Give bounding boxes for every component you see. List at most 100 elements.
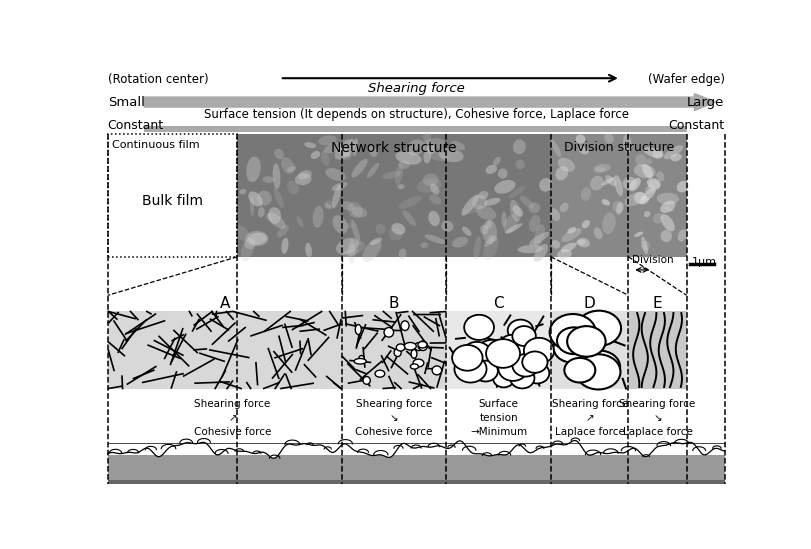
Ellipse shape xyxy=(479,225,487,234)
Ellipse shape xyxy=(646,158,652,165)
Text: Division structure: Division structure xyxy=(563,141,673,154)
Ellipse shape xyxy=(485,165,496,174)
Ellipse shape xyxy=(613,175,622,196)
Text: B: B xyxy=(388,295,399,311)
Ellipse shape xyxy=(575,239,585,245)
Ellipse shape xyxy=(461,342,491,366)
Text: (Rotation center): (Rotation center) xyxy=(108,73,208,86)
Ellipse shape xyxy=(601,177,614,186)
Ellipse shape xyxy=(294,173,311,185)
Ellipse shape xyxy=(622,134,631,153)
Ellipse shape xyxy=(603,133,613,144)
Ellipse shape xyxy=(426,142,434,154)
Ellipse shape xyxy=(396,344,405,351)
Ellipse shape xyxy=(312,206,324,228)
Ellipse shape xyxy=(509,368,534,388)
Text: Shearing force: Shearing force xyxy=(194,399,270,410)
Ellipse shape xyxy=(512,205,522,217)
Ellipse shape xyxy=(264,213,272,221)
Ellipse shape xyxy=(464,315,493,340)
Ellipse shape xyxy=(642,164,652,178)
Text: (Wafer edge): (Wafer edge) xyxy=(647,73,723,86)
Ellipse shape xyxy=(641,241,650,250)
Ellipse shape xyxy=(277,225,289,237)
Ellipse shape xyxy=(549,208,560,221)
Ellipse shape xyxy=(239,189,247,194)
Ellipse shape xyxy=(337,147,350,157)
Ellipse shape xyxy=(369,238,382,245)
Ellipse shape xyxy=(581,220,590,228)
Ellipse shape xyxy=(296,216,303,227)
Ellipse shape xyxy=(423,131,431,143)
Ellipse shape xyxy=(533,244,547,262)
Text: →Minimum: →Minimum xyxy=(470,427,526,437)
Ellipse shape xyxy=(354,358,366,364)
Ellipse shape xyxy=(375,224,385,234)
Ellipse shape xyxy=(483,236,498,261)
Ellipse shape xyxy=(629,178,640,191)
Ellipse shape xyxy=(423,149,431,164)
Ellipse shape xyxy=(638,196,648,204)
Ellipse shape xyxy=(420,242,428,248)
Ellipse shape xyxy=(461,227,471,236)
Ellipse shape xyxy=(659,200,675,213)
Ellipse shape xyxy=(325,168,345,181)
Ellipse shape xyxy=(248,192,262,206)
Ellipse shape xyxy=(521,351,547,373)
Ellipse shape xyxy=(340,249,358,257)
Ellipse shape xyxy=(406,139,424,155)
Ellipse shape xyxy=(232,225,250,241)
Ellipse shape xyxy=(362,239,381,262)
FancyArrow shape xyxy=(144,93,715,110)
Ellipse shape xyxy=(388,227,402,240)
Text: Constant: Constant xyxy=(667,120,723,132)
Ellipse shape xyxy=(304,142,315,148)
Ellipse shape xyxy=(517,245,543,253)
Ellipse shape xyxy=(498,335,526,358)
Ellipse shape xyxy=(575,135,585,144)
Ellipse shape xyxy=(641,188,655,201)
Ellipse shape xyxy=(418,341,427,351)
Ellipse shape xyxy=(454,355,486,383)
Ellipse shape xyxy=(363,377,370,384)
Ellipse shape xyxy=(413,359,423,367)
Ellipse shape xyxy=(247,233,267,245)
Ellipse shape xyxy=(560,243,576,252)
Ellipse shape xyxy=(567,227,575,234)
Ellipse shape xyxy=(576,354,620,389)
Ellipse shape xyxy=(348,238,355,264)
Ellipse shape xyxy=(507,320,533,341)
Ellipse shape xyxy=(250,196,254,216)
Ellipse shape xyxy=(473,236,480,260)
Text: Cohesive force: Cohesive force xyxy=(194,427,271,437)
Ellipse shape xyxy=(556,327,590,354)
Bar xyxy=(446,311,551,389)
Ellipse shape xyxy=(287,181,298,194)
Ellipse shape xyxy=(528,215,540,232)
Ellipse shape xyxy=(551,240,560,249)
Ellipse shape xyxy=(642,147,663,158)
Text: D: D xyxy=(583,295,595,311)
Ellipse shape xyxy=(498,356,527,381)
Ellipse shape xyxy=(646,178,660,189)
Ellipse shape xyxy=(641,237,647,254)
Ellipse shape xyxy=(483,238,494,247)
Ellipse shape xyxy=(286,166,296,172)
Ellipse shape xyxy=(461,194,478,216)
Ellipse shape xyxy=(528,203,539,214)
Ellipse shape xyxy=(531,240,541,246)
Text: Division: Division xyxy=(632,255,673,265)
Text: Large: Large xyxy=(686,96,723,109)
Ellipse shape xyxy=(298,170,311,180)
Ellipse shape xyxy=(624,192,644,206)
Ellipse shape xyxy=(382,171,401,179)
Ellipse shape xyxy=(358,356,364,363)
Text: Surface: Surface xyxy=(478,399,518,410)
Ellipse shape xyxy=(647,180,659,192)
Text: Laplace force: Laplace force xyxy=(622,427,692,437)
Ellipse shape xyxy=(501,211,506,227)
Ellipse shape xyxy=(368,145,377,157)
Ellipse shape xyxy=(494,180,515,194)
Ellipse shape xyxy=(557,158,574,172)
Ellipse shape xyxy=(664,206,673,212)
